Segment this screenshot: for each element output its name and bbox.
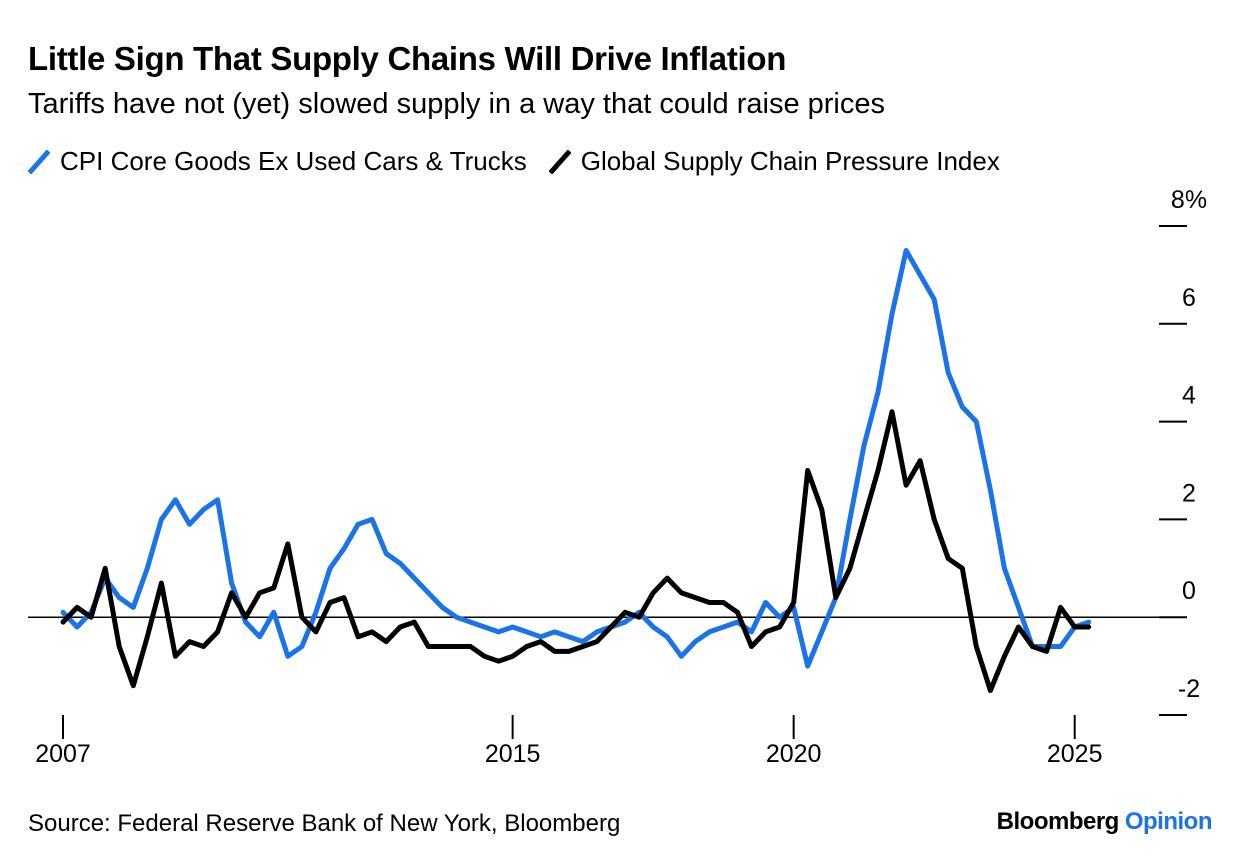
y-tick-label: 8% <box>1171 186 1207 214</box>
chart-subtitle: Tariffs have not (yet) slowed supply in … <box>28 88 885 120</box>
legend-item-cpi: CPI Core Goods Ex Used Cars & Trucks <box>28 146 527 177</box>
y-tick-label: 2 <box>1182 479 1196 507</box>
x-tick-label: 2025 <box>1047 740 1103 768</box>
chart-title: Little Sign That Supply Chains Will Driv… <box>28 40 787 77</box>
legend-item-gscpi: Global Supply Chain Pressure Index <box>548 146 1000 177</box>
legend-swatch-cpi <box>28 149 50 174</box>
chart-legend: CPI Core Goods Ex Used Cars & Trucks Glo… <box>28 146 1022 177</box>
y-tick-label: 0 <box>1182 577 1196 605</box>
x-tick-label: 2015 <box>485 740 541 768</box>
y-tick-label: 6 <box>1182 284 1196 312</box>
x-tick-label: 2020 <box>766 740 822 768</box>
brand-suffix: Opinion <box>1124 808 1213 835</box>
legend-label-cpi: CPI Core Goods Ex Used Cars & Trucks <box>60 146 527 176</box>
y-tick-label: 4 <box>1182 382 1196 410</box>
brand-logo: Bloomberg Opinion <box>996 808 1213 836</box>
series-line-supply-chain-pressure <box>60 409 1092 693</box>
legend-label-gscpi: Global Supply Chain Pressure Index <box>580 146 1000 176</box>
x-tick-label: 2007 <box>35 740 91 768</box>
series-line-cpi-core-goods <box>60 248 1092 669</box>
source-note: Source: Federal Reserve Bank of New York… <box>28 810 621 837</box>
y-tick-label: -2 <box>1178 675 1200 703</box>
brand-name: Bloomberg <box>996 808 1120 835</box>
legend-swatch-gscpi <box>548 149 571 174</box>
